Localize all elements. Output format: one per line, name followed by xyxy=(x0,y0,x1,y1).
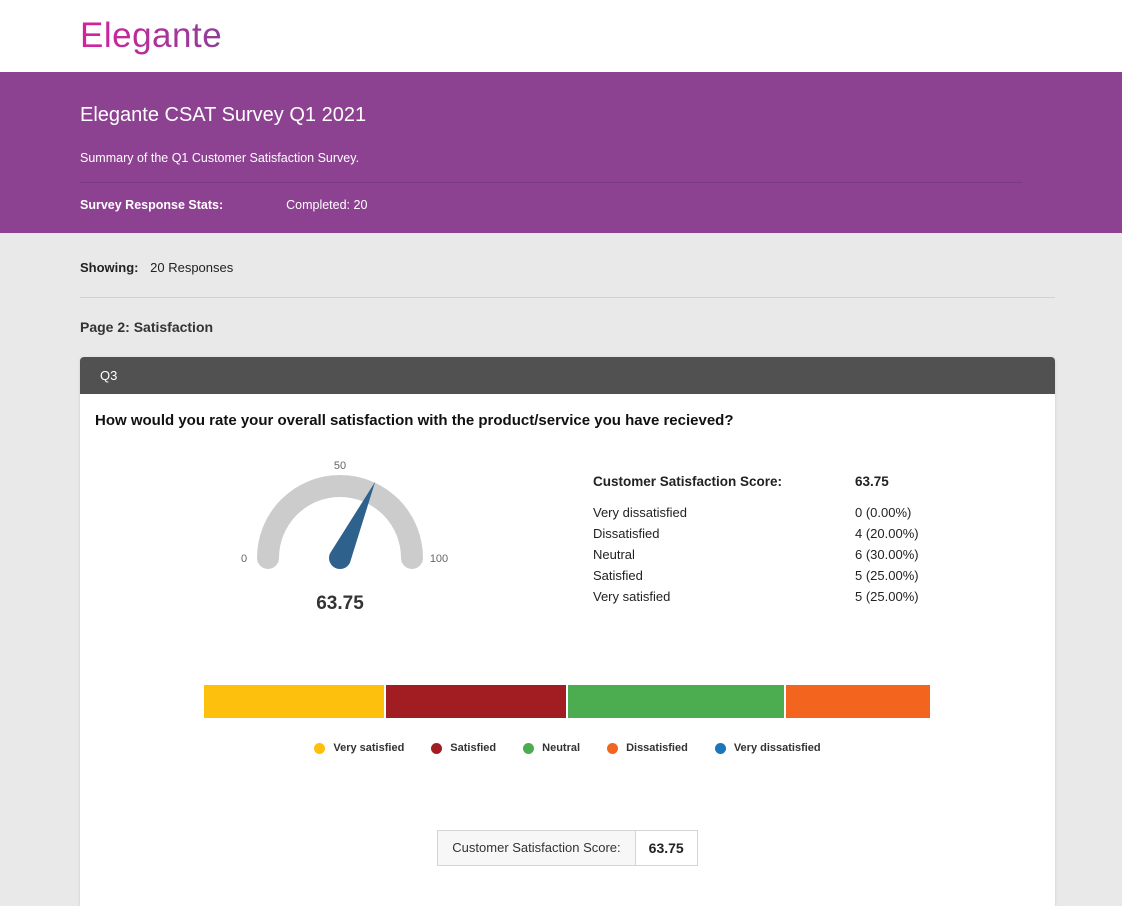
row-label: Dissatisfied xyxy=(593,526,660,541)
gauge-needle xyxy=(329,481,376,569)
showing-row: Showing: 20 Responses xyxy=(80,260,1122,275)
top-bar: Elegante xyxy=(0,0,1122,72)
survey-header: Elegante CSAT Survey Q1 2021 Summary of … xyxy=(0,72,1122,233)
stacked-bar-chart xyxy=(204,685,932,718)
question-card: Q3 How would you rate your overall satis… xyxy=(80,357,1055,906)
table-row: Very dissatisfied 0 (0.00%) xyxy=(593,502,919,523)
gauge-value: 63.75 xyxy=(316,593,364,614)
legend-item: Satisfied xyxy=(431,742,496,754)
legend-dot xyxy=(523,742,535,754)
chart-legend: Very satisfied Satisfied Neutral Dissati… xyxy=(95,742,1040,754)
brand-logo[interactable]: Elegante xyxy=(80,16,223,55)
gauge-tick-mid: 50 xyxy=(334,460,346,472)
chart-row: 50 0 100 63.75 Customer Satisfaction Sco… xyxy=(95,454,1040,615)
row-value: 4 (20.00%) xyxy=(855,526,919,541)
legend-dot xyxy=(314,742,326,754)
legend-dot xyxy=(607,742,619,754)
response-stats-row: Survey Response Stats: Completed: 20 xyxy=(80,198,1122,212)
question-card-header: Q3 xyxy=(80,357,1055,394)
table-row: Neutral 6 (30.00%) xyxy=(593,544,919,565)
legend-label: Neutral xyxy=(542,742,581,754)
footer-score-label: Customer Satisfaction Score: xyxy=(438,831,636,865)
bar-segment xyxy=(386,685,566,718)
row-label: Very satisfied xyxy=(593,589,671,604)
response-stats-value: Completed: 20 xyxy=(286,198,368,212)
gauge-tick-max: 100 xyxy=(430,553,448,565)
question-code: Q3 xyxy=(100,368,118,383)
legend-item: Very dissatisfied xyxy=(714,742,821,754)
score-header-value: 63.75 xyxy=(855,474,889,489)
legend-label: Dissatisfied xyxy=(626,742,688,754)
section-divider xyxy=(80,297,1055,298)
satisfaction-stats-table: Customer Satisfaction Score: 63.75 Very … xyxy=(593,474,919,615)
row-label: Neutral xyxy=(593,547,635,562)
gauge-tick-min: 0 xyxy=(241,553,247,565)
legend-label: Very dissatisfied xyxy=(733,742,821,754)
bar-segment xyxy=(568,685,784,718)
gauge-svg: 50 0 100 xyxy=(241,460,448,569)
legend-label: Very satisfied xyxy=(333,742,405,754)
legend-dot xyxy=(714,742,726,754)
gauge-arc xyxy=(257,475,423,569)
row-value: 6 (30.00%) xyxy=(855,547,919,562)
row-value: 5 (25.00%) xyxy=(855,568,919,583)
question-card-body: How would you rate your overall satisfac… xyxy=(80,394,1055,906)
footer-score-value: 63.75 xyxy=(648,840,684,856)
table-row: Very satisfied 5 (25.00%) xyxy=(593,586,919,607)
gauge-chart: 50 0 100 63.75 xyxy=(210,454,470,615)
survey-title: Elegante CSAT Survey Q1 2021 xyxy=(80,104,367,126)
footer-score-wrap: Customer Satisfaction Score: 63.75 xyxy=(95,830,1040,866)
showing-label: Showing: xyxy=(80,260,139,275)
bar-segment xyxy=(786,685,930,718)
legend-item: Dissatisfied xyxy=(607,742,688,754)
question-text: How would you rate your overall satisfac… xyxy=(95,412,734,429)
legend-label: Satisfied xyxy=(450,742,497,754)
score-header-label: Customer Satisfaction Score: xyxy=(593,474,783,489)
bar-segment xyxy=(204,685,384,718)
legend-item: Very satisfied xyxy=(314,742,404,754)
row-label: Satisfied xyxy=(593,568,643,583)
table-row: Satisfied 5 (25.00%) xyxy=(593,565,919,586)
footer-score-box: Customer Satisfaction Score: 63.75 xyxy=(437,830,698,866)
response-stats-label: Survey Response Stats: xyxy=(80,198,224,212)
row-label: Very dissatisfied xyxy=(593,505,687,520)
page-section-title: Page 2: Satisfaction xyxy=(80,319,214,335)
report-body: Showing: 20 Responses Page 2: Satisfacti… xyxy=(0,260,1122,906)
legend-item: Neutral xyxy=(523,742,580,754)
legend-dot xyxy=(431,742,443,754)
table-row: Dissatisfied 4 (20.00%) xyxy=(593,523,919,544)
survey-subtitle: Summary of the Q1 Customer Satisfaction … xyxy=(80,151,360,165)
showing-value: 20 Responses xyxy=(150,260,234,275)
row-value: 5 (25.00%) xyxy=(855,589,919,604)
score-header-row: Customer Satisfaction Score: 63.75 xyxy=(593,474,919,489)
row-value: 0 (0.00%) xyxy=(855,505,912,520)
header-divider xyxy=(80,182,1022,183)
